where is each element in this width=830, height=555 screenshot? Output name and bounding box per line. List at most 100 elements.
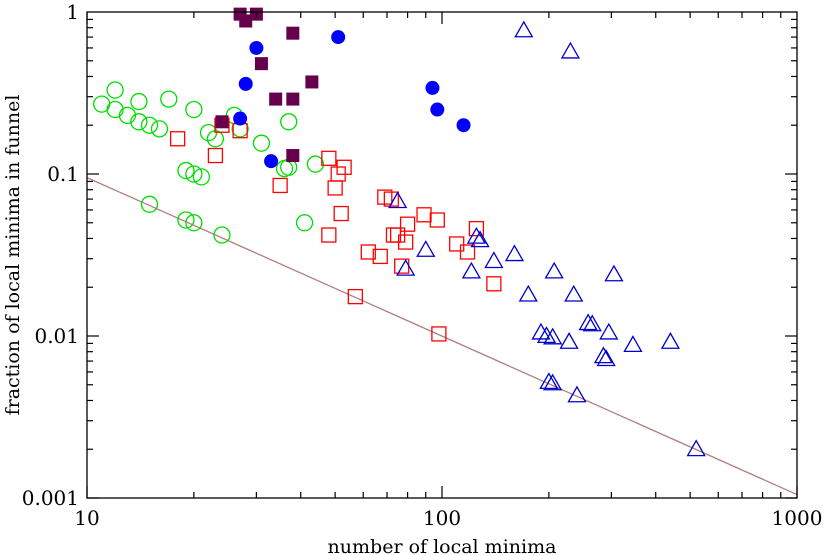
data-point-triangle-open-15 [578,313,598,331]
data-point-circle-filled-1 [238,76,253,91]
data-point-circle-open-14 [206,130,225,148]
data-point-triangle-open-21 [623,335,643,353]
data-point-circle-filled-3 [264,154,279,169]
data-point-square-open-6 [327,180,343,196]
data-point-circle-open-12 [192,168,211,186]
y-tick-label: 0.1 [47,162,79,186]
data-point-triangle-open-22 [660,332,681,349]
x-tick-label: 1000 [772,506,823,530]
data-point-triangle-open-17 [593,346,614,364]
data-point-square-filled-0 [215,115,229,129]
data-point-square-open-5 [321,150,337,166]
data-point-triangle-open-20 [604,264,624,282]
data-marks [86,7,798,496]
x-tick-label: 10 [74,506,99,530]
data-point-triangle-open-10 [536,326,557,344]
data-point-circle-open-8 [160,90,178,108]
data-point-circle-open-11 [185,165,203,183]
data-point-triangle-open-2 [416,240,436,257]
data-point-square-open-24 [468,220,485,237]
y-tick-label: 0.01 [34,324,79,348]
data-point-triangle-open-8 [518,284,538,302]
data-point-circle-open-4 [130,92,148,111]
data-point-square-open-21 [429,212,445,228]
data-point-square-open-12 [372,248,388,265]
data-point-triangle-open-11 [543,327,563,345]
data-point-square-open-11 [360,244,376,260]
data-point-circle-open-25 [185,214,203,232]
data-point-square-open-25 [486,276,502,292]
data-point-circle-open-24 [177,211,195,229]
data-point-square-open-22 [449,236,465,252]
data-point-circle-open-7 [150,120,169,138]
data-point-triangle-open-14 [564,284,584,302]
data-point-square-open-23 [459,244,476,260]
data-point-circle-open-26 [213,226,231,244]
data-point-triangle-open-28 [560,41,581,59]
data-point-triangle-open-25 [567,385,587,403]
data-point-square-open-1 [207,147,224,164]
data-point-square-open-4 [272,177,288,194]
data-point-circle-open-9 [177,161,195,180]
data-point-circle-filled-5 [425,80,440,95]
data-point-triangle-open-23 [539,372,559,390]
data-point-circle-filled-2 [249,40,264,55]
plot-frame [86,11,798,499]
reference-line [86,177,798,496]
data-point-circle-open-20 [280,113,298,131]
data-point-triangle-open-27 [514,20,534,38]
data-point-triangle-open-4 [466,226,487,244]
data-point-square-open-20 [416,207,432,223]
data-point-triangle-open-9 [531,322,551,340]
data-point-square-open-0 [169,131,186,147]
data-point-square-filled-7 [286,26,300,40]
data-point-circle-open-13 [199,123,218,142]
data-point-circle-filled-0 [233,111,248,126]
data-point-square-filled-2 [239,14,253,28]
data-point-circle-open-23 [140,195,159,213]
data-point-square-filled-9 [305,75,319,89]
data-point-circle-open-3 [118,106,137,125]
data-point-circle-open-21 [295,214,314,232]
data-point-triangle-open-26 [686,439,706,457]
data-point-triangle-open-1 [396,258,416,276]
data-point-square-filled-4 [254,57,268,71]
y-tick-label: 0.001 [22,486,79,510]
data-point-triangle-open-24 [543,373,563,391]
data-point-square-open-10 [321,227,337,243]
data-point-triangle-open-6 [484,251,504,269]
x-tick-label: 100 [423,506,461,530]
y-tick-label: 1 [66,0,79,24]
data-point-triangle-open-5 [470,230,490,248]
data-point-square-open-26 [347,288,363,305]
data-point-triangle-open-12 [544,261,564,279]
data-point-triangle-open-3 [461,261,482,279]
data-point-circle-open-1 [106,81,124,99]
data-point-square-open-19 [399,216,416,232]
data-point-triangle-open-13 [559,332,579,349]
data-point-triangle-open-0 [388,191,408,209]
data-point-square-open-27 [431,326,447,342]
x-axis-title: number of local minima [328,536,557,555]
data-point-circle-filled-7 [456,118,471,133]
data-point-circle-open-17 [252,134,271,152]
data-point-triangle-open-19 [599,322,619,340]
data-point-circle-open-22 [306,155,325,173]
data-point-circle-open-2 [106,100,124,119]
data-point-square-open-9 [336,159,352,175]
data-point-circle-open-5 [130,113,148,131]
data-point-square-open-8 [333,205,349,222]
data-point-triangle-open-18 [596,349,616,367]
data-point-square-filled-6 [286,92,300,106]
y-axis-title: fraction of local minima in funnel [2,95,24,416]
data-point-circle-open-6 [140,116,159,134]
data-point-square-open-18 [398,234,414,250]
data-point-circle-filled-6 [430,102,445,117]
data-point-square-filled-8 [286,149,300,163]
axis-ticks [86,12,798,499]
data-point-triangle-open-16 [582,314,602,332]
data-point-square-filled-5 [269,92,283,106]
data-point-triangle-open-7 [504,244,525,262]
